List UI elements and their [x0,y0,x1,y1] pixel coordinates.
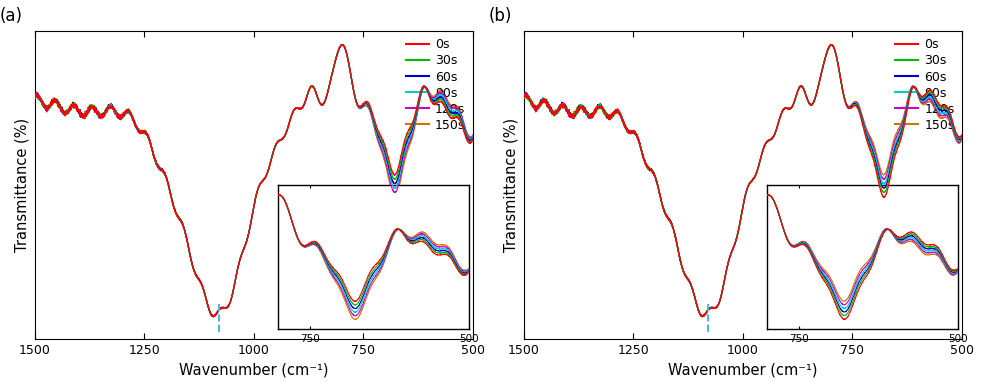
Text: (a): (a) [0,7,23,25]
X-axis label: Wavenumber (cm⁻¹): Wavenumber (cm⁻¹) [179,362,329,377]
Text: (b): (b) [489,7,512,25]
Legend: 0s, 30s, 60s, 90s, 120s, 150s: 0s, 30s, 60s, 90s, 120s, 150s [891,33,959,137]
X-axis label: Wavenumber (cm⁻¹): Wavenumber (cm⁻¹) [668,362,817,377]
Legend: 0s, 30s, 60s, 90s, 120s, 150s: 0s, 30s, 60s, 90s, 120s, 150s [401,33,471,137]
Y-axis label: Transmittance (%): Transmittance (%) [503,118,518,252]
Y-axis label: Transmittance (%): Transmittance (%) [14,118,29,252]
